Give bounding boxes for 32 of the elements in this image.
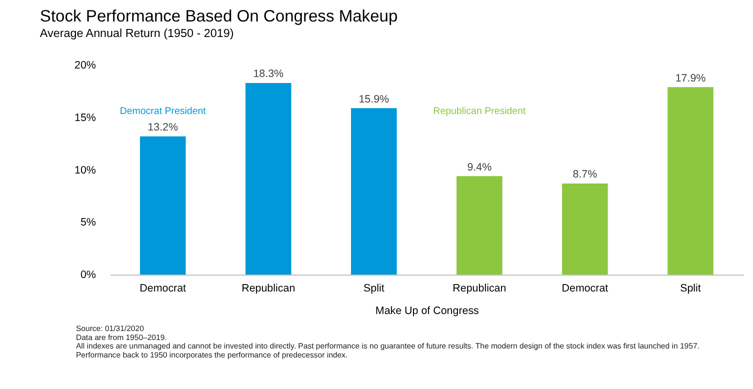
bar — [456, 176, 502, 275]
bar — [351, 108, 397, 275]
source-note: Source: 01/31/2020 — [76, 324, 145, 334]
x-tick-label: Republican — [242, 282, 296, 295]
bar — [562, 184, 608, 275]
x-axis-title: Make Up of Congress — [375, 305, 479, 318]
y-tick-label: 10% — [74, 164, 96, 176]
bar — [245, 82, 292, 275]
y-tick-label: 15% — [74, 112, 96, 124]
text: Performance back to 1950 incorporates the performance of predecessor index. — [76, 350, 348, 360]
data-label: 15.9% — [358, 93, 390, 106]
chart-subtitle: Average Annual Return (1950 - 2019) — [40, 26, 234, 40]
annotation: Democrat President — [120, 106, 206, 118]
data-label: 17.9% — [675, 72, 706, 84]
text: All indexes are unmanaged and cannot be invested into directly. Past performance is no guarantee of future results. The modern design of the stock index was first launched in 1957. — [76, 342, 700, 351]
x-tick-label: Democrat — [140, 282, 186, 295]
data-label: 8.7% — [572, 168, 598, 181]
bar — [140, 136, 186, 275]
x-tick-label: Republican — [452, 282, 506, 295]
y-tick-label: 0% — [80, 269, 96, 282]
y-tick-label: 20% — [74, 60, 96, 72]
y-tick-label: 5% — [80, 216, 96, 229]
data-label: 18.3% — [253, 68, 284, 80]
bar — [668, 87, 714, 275]
x-tick-label: Split — [680, 282, 701, 295]
data-label: 9.4% — [467, 161, 492, 174]
text: Data are from 1950–2019. — [76, 332, 167, 342]
chart-title: Stock Performance Based On Congress Makeup — [40, 6, 398, 26]
x-tick-label: Democrat — [562, 282, 608, 295]
data-label: 13.2% — [148, 122, 178, 134]
x-tick-label: Split — [363, 282, 384, 295]
annotation: Republican President — [433, 106, 526, 118]
